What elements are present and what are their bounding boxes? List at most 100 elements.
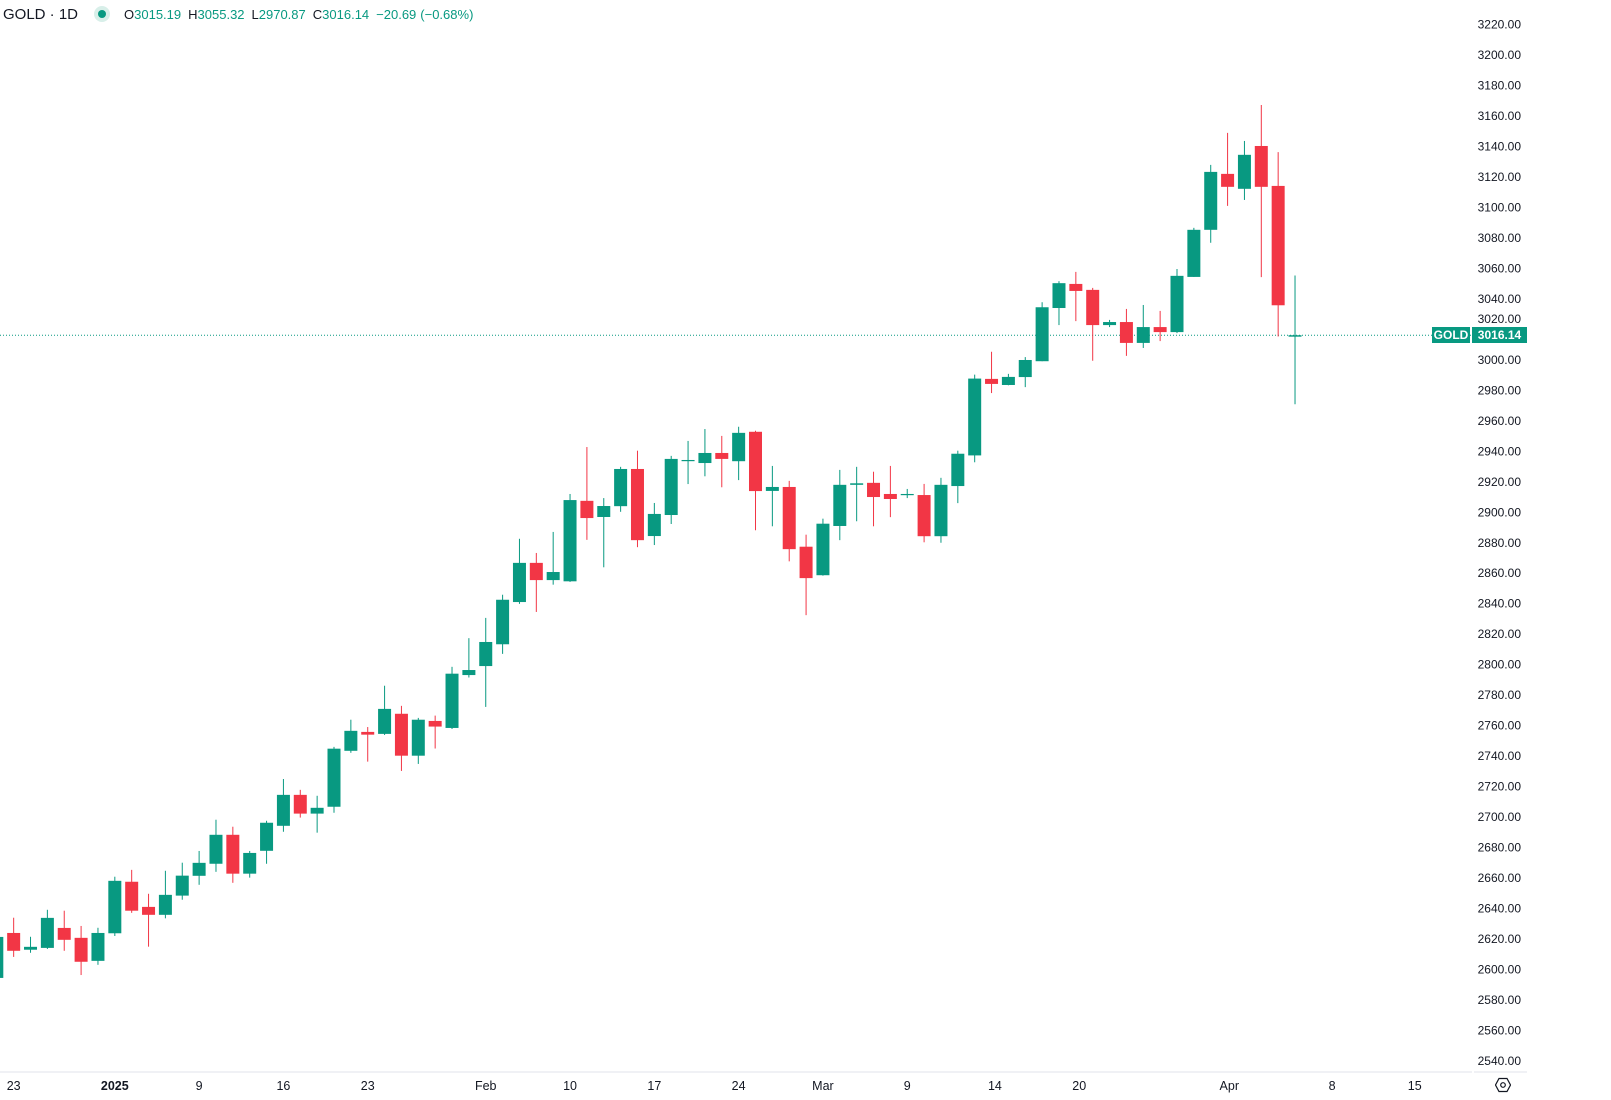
candle-up[interactable]	[1237, 140, 1251, 200]
candle-down[interactable]	[394, 705, 408, 771]
candle-up[interactable]	[496, 594, 510, 654]
price-tick-label: 3140.00	[1478, 139, 1522, 153]
symbol-title[interactable]: GOLD · 1D	[3, 5, 79, 23]
price-tick-label: 3020.00	[1478, 312, 1522, 326]
candle-up[interactable]	[833, 469, 847, 541]
candle-up[interactable]	[968, 374, 982, 463]
time-tick-label: 9	[904, 1079, 911, 1093]
candle-up[interactable]	[1204, 164, 1218, 243]
candle-up[interactable]	[108, 876, 122, 937]
candle-body	[7, 932, 21, 951]
candle-up[interactable]	[378, 685, 392, 735]
candle-up[interactable]	[512, 538, 526, 604]
candle-up[interactable]	[479, 617, 493, 707]
candle-down[interactable]	[630, 450, 644, 548]
price-tick-label: 2640.00	[1478, 902, 1522, 916]
candle-up[interactable]	[462, 638, 476, 678]
candle-up[interactable]	[276, 779, 290, 832]
candle-up[interactable]	[1035, 302, 1049, 362]
candle-down[interactable]	[580, 447, 594, 540]
candle-down[interactable]	[1221, 132, 1235, 206]
candle-up[interactable]	[1001, 373, 1015, 386]
candle-down[interactable]	[883, 465, 897, 518]
open-value: 3015.19	[134, 6, 182, 22]
candle-up[interactable]	[1187, 227, 1201, 277]
candle-down[interactable]	[1119, 308, 1133, 356]
price-tick-label: 2880.00	[1478, 536, 1522, 550]
candle-up[interactable]	[344, 719, 358, 753]
plot-area[interactable]	[0, 104, 1472, 980]
candle-down[interactable]	[1086, 287, 1100, 361]
candle-down[interactable]	[1254, 104, 1268, 278]
candle-up[interactable]	[765, 465, 779, 527]
candle-body	[1204, 171, 1218, 230]
candle-down[interactable]	[985, 351, 999, 394]
time-tick-label: Apr	[1220, 1079, 1239, 1093]
candle-down[interactable]	[1153, 310, 1167, 342]
candle-up[interactable]	[816, 518, 830, 576]
candle-down[interactable]	[917, 483, 931, 543]
candle-up[interactable]	[546, 531, 560, 585]
candle-up[interactable]	[681, 440, 695, 485]
candle-up[interactable]	[1136, 304, 1150, 348]
candle-up[interactable]	[1052, 281, 1066, 326]
candle-down[interactable]	[1069, 271, 1083, 322]
gear-icon[interactable]	[1495, 1077, 1511, 1093]
candle-down[interactable]	[7, 917, 21, 957]
candle-down[interactable]	[867, 471, 881, 527]
candle-up[interactable]	[24, 936, 38, 953]
candle-up[interactable]	[209, 819, 223, 872]
low-key: L	[251, 6, 259, 22]
candle-up[interactable]	[698, 429, 712, 477]
candle-up[interactable]	[934, 477, 948, 543]
candle-up[interactable]	[0, 935, 4, 980]
candle-up[interactable]	[91, 927, 105, 965]
candle-body	[816, 523, 830, 576]
candle-down[interactable]	[749, 430, 762, 531]
candle-up[interactable]	[40, 909, 54, 949]
candle-up[interactable]	[563, 493, 577, 582]
candle-up[interactable]	[243, 850, 257, 878]
candle-down[interactable]	[125, 869, 139, 913]
candle-down[interactable]	[1271, 152, 1285, 337]
candle-up[interactable]	[445, 666, 459, 730]
candle-body	[917, 495, 931, 537]
candle-down[interactable]	[428, 715, 442, 749]
candle-down[interactable]	[782, 480, 796, 562]
candle-down[interactable]	[293, 789, 307, 818]
candle-up[interactable]	[158, 870, 172, 919]
candle-up[interactable]	[664, 455, 678, 525]
candle-up[interactable]	[1018, 357, 1032, 388]
candle-up[interactable]	[647, 502, 661, 546]
candle-down[interactable]	[529, 552, 543, 612]
candle-down[interactable]	[142, 893, 156, 947]
candle-up[interactable]	[597, 498, 611, 568]
candle-up[interactable]	[951, 450, 965, 504]
candle-up[interactable]	[1288, 275, 1302, 405]
candle-down[interactable]	[715, 435, 729, 488]
time-axis[interactable]: 23 2025 9 16 23 Feb 10 17 24 Mar 9 14 20 Apr 8 15	[0, 1071, 1472, 1093]
candle-up[interactable]	[732, 426, 746, 481]
candle-up[interactable]	[850, 466, 864, 522]
price-axis[interactable]: 3220.00 3200.00 3180.00 3160.00 3140.00 3120.…	[1474, 18, 1527, 1073]
candle-up[interactable]	[900, 488, 914, 499]
candle-up[interactable]	[411, 717, 425, 764]
candle-down[interactable]	[57, 910, 71, 951]
candle-up[interactable]	[1170, 268, 1184, 334]
candle-body	[310, 807, 324, 814]
candle-up[interactable]	[614, 466, 628, 512]
candle-down[interactable]	[74, 925, 88, 976]
candle-up[interactable]	[175, 862, 189, 900]
high-value: 3055.32	[197, 6, 245, 22]
price-tick-label: 3060.00	[1478, 261, 1522, 275]
candle-up[interactable]	[260, 820, 274, 864]
candle-body	[57, 927, 71, 940]
candle-up[interactable]	[192, 850, 206, 885]
candle-up[interactable]	[1103, 319, 1117, 328]
candle-down[interactable]	[799, 534, 813, 616]
candle-up[interactable]	[310, 795, 324, 833]
candle-down[interactable]	[226, 826, 240, 883]
candle-down[interactable]	[361, 727, 375, 762]
candle-up[interactable]	[327, 746, 341, 813]
